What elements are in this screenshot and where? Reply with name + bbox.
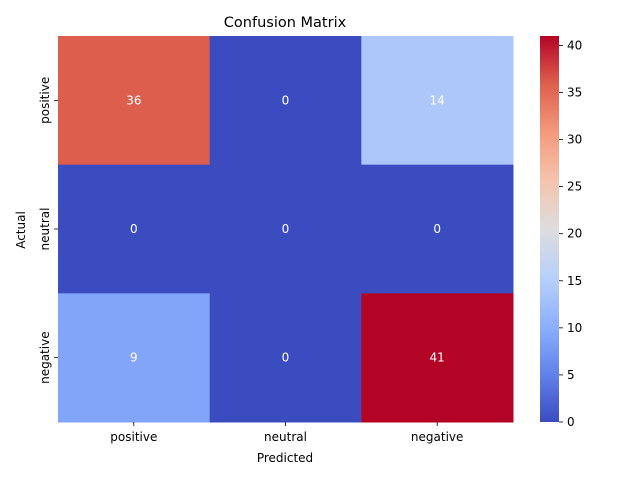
cell-value-label: 41 bbox=[430, 351, 445, 365]
x-tick-label: negative bbox=[411, 430, 463, 444]
chart-title: Confusion Matrix bbox=[224, 15, 347, 31]
y-axis-label: Actual bbox=[14, 211, 28, 249]
cell-value-label: 0 bbox=[282, 351, 290, 365]
colorbar-tick-label: 0 bbox=[567, 415, 575, 429]
heatmap-cell bbox=[361, 293, 514, 423]
heatmap-cell bbox=[58, 36, 211, 166]
heatmap-cell bbox=[361, 164, 514, 294]
y-axis-ticks: positive neutral negative bbox=[38, 77, 58, 384]
x-axis-label: Predicted bbox=[257, 451, 313, 465]
colorbar-ticks: 0 5 10 15 20 25 30 35 40 bbox=[559, 38, 582, 429]
y-tick-label: positive bbox=[38, 77, 52, 124]
colorbar-tick-label: 25 bbox=[567, 180, 582, 194]
colorbar-tick-label: 30 bbox=[567, 133, 582, 147]
y-tick-label: neutral bbox=[38, 208, 52, 251]
colorbar-tick-label: 20 bbox=[567, 227, 582, 241]
x-tick-label: neutral bbox=[264, 430, 307, 444]
heatmap-cell bbox=[361, 36, 514, 166]
colorbar-tick-label: 5 bbox=[567, 368, 575, 382]
x-tick-label: positive bbox=[110, 430, 157, 444]
heatmap-cell bbox=[58, 293, 211, 423]
heatmap-cell-labels: 36 0 14 0 0 0 9 0 41 bbox=[126, 93, 445, 364]
heatmap-cells bbox=[58, 36, 514, 423]
cell-value-label: 0 bbox=[130, 222, 138, 236]
colorbar-tick-label: 40 bbox=[567, 38, 582, 52]
y-tick-label: negative bbox=[38, 331, 52, 383]
cell-value-label: 0 bbox=[433, 222, 441, 236]
cell-value-label: 14 bbox=[430, 93, 445, 107]
cell-value-label: 36 bbox=[126, 93, 141, 107]
colorbar bbox=[540, 36, 559, 422]
cell-value-label: 9 bbox=[130, 351, 138, 365]
heatmap-cell bbox=[209, 293, 362, 423]
cell-value-label: 0 bbox=[282, 222, 290, 236]
heatmap-cell bbox=[58, 164, 211, 294]
colorbar-tick-label: 35 bbox=[567, 85, 582, 99]
x-axis-ticks: positive neutral negative bbox=[110, 422, 463, 444]
colorbar-tick-label: 15 bbox=[567, 274, 582, 288]
cell-value-label: 0 bbox=[282, 93, 290, 107]
heatmap-cell bbox=[209, 36, 362, 166]
heatmap-cell bbox=[209, 164, 362, 294]
colorbar-tick-label: 10 bbox=[567, 321, 582, 335]
